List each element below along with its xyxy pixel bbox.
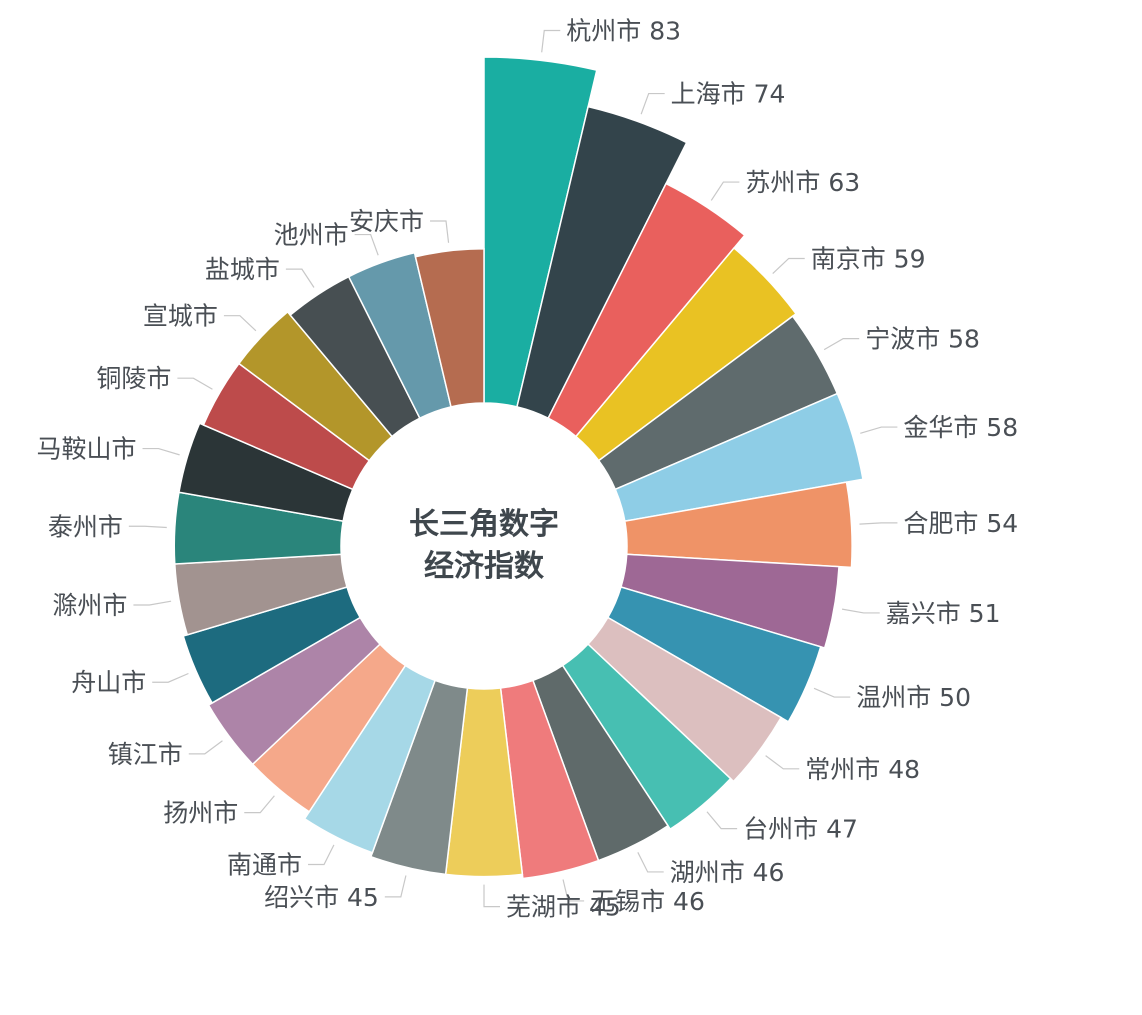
slice-label-滁州市: 滁州市 xyxy=(52,591,127,620)
slice-labels-layer: 杭州市 83 上海市 74 苏州市 63 南京市 59 宁波市 58 金华市 58 合肥市 … xyxy=(37,17,1019,922)
slice-label-马鞍山市: 马鞍山市 xyxy=(37,435,137,464)
leader-lines-layer xyxy=(128,29,898,908)
slice-label-南京市: 南京市 59 xyxy=(811,245,926,274)
slice-label-上海市: 上海市 74 xyxy=(671,80,786,109)
slice-label-铜陵市: 铜陵市 xyxy=(96,364,171,393)
leader-line-合肥市 xyxy=(859,522,898,525)
slice-label-湖州市: 湖州市 46 xyxy=(670,858,785,887)
slice-label-常州市: 常州市 48 xyxy=(805,755,920,784)
leader-line-镇江市 xyxy=(188,740,223,755)
slice-label-安庆市: 安庆市 xyxy=(349,207,424,236)
leader-line-温州市 xyxy=(813,687,851,698)
leader-line-芜湖市 xyxy=(483,884,500,908)
leader-line-宁波市 xyxy=(823,338,860,351)
leader-line-嘉兴市 xyxy=(841,608,880,614)
leader-line-苏州市 xyxy=(710,181,740,201)
leader-line-扬州市 xyxy=(244,795,275,814)
slice-label-苏州市: 苏州市 63 xyxy=(745,168,860,197)
slice-label-台州市: 台州市 47 xyxy=(743,815,858,844)
slice-label-盐城市: 盐城市 xyxy=(205,255,280,284)
leader-line-南京市 xyxy=(772,257,805,275)
leader-line-舟山市 xyxy=(152,672,189,683)
slice-label-金华市: 金华市 58 xyxy=(903,413,1018,442)
slice-label-绍兴市: 绍兴市 45 xyxy=(264,883,379,912)
leader-line-金华市 xyxy=(860,426,898,434)
leader-line-常州市 xyxy=(765,755,800,770)
leader-line-无锡市 xyxy=(562,879,585,902)
leader-line-台州市 xyxy=(706,811,738,830)
leader-line-南通市 xyxy=(308,844,335,866)
slice-label-合肥市: 合肥市 54 xyxy=(903,509,1018,538)
center-title-line-1: 长三角数字 xyxy=(409,507,559,542)
slices-layer xyxy=(173,56,864,880)
leader-line-盐城市 xyxy=(285,268,315,288)
leader-line-铜陵市 xyxy=(177,377,213,390)
leader-line-泰州市 xyxy=(128,525,167,529)
leader-line-马鞍山市 xyxy=(142,447,180,456)
slice-label-镇江市: 镇江市 xyxy=(108,740,183,769)
slice-label-芜湖市: 芜湖市 45 xyxy=(506,893,621,922)
slice-label-杭州市: 杭州市 83 xyxy=(566,17,681,46)
slice-label-池州市: 池州市 xyxy=(274,221,349,250)
leader-line-宣城市 xyxy=(223,315,257,332)
slice-label-扬州市: 扬州市 xyxy=(163,799,238,828)
leader-line-湖州市 xyxy=(637,852,664,873)
slice-label-泰州市: 泰州市 xyxy=(48,512,123,541)
center-title-line-2: 经济指数 xyxy=(424,549,545,584)
slice-label-嘉兴市: 嘉兴市 51 xyxy=(886,599,1001,628)
slice-label-无锡市: 无锡市 46 xyxy=(590,887,705,916)
center-hole xyxy=(341,403,627,689)
slice-label-温州市: 温州市 50 xyxy=(856,683,971,712)
leader-line-池州市 xyxy=(354,233,379,256)
slice-label-宁波市: 宁波市 58 xyxy=(865,325,980,354)
leader-line-滁州市 xyxy=(133,600,172,606)
slice-label-舟山市: 舟山市 xyxy=(71,668,146,697)
leader-line-杭州市 xyxy=(541,29,561,53)
leader-line-安庆市 xyxy=(430,220,450,243)
leader-line-上海市 xyxy=(640,92,665,115)
slice-label-南通市: 南通市 xyxy=(227,851,302,880)
leader-line-绍兴市 xyxy=(384,875,407,898)
slice-label-宣城市: 宣城市 xyxy=(143,302,218,331)
